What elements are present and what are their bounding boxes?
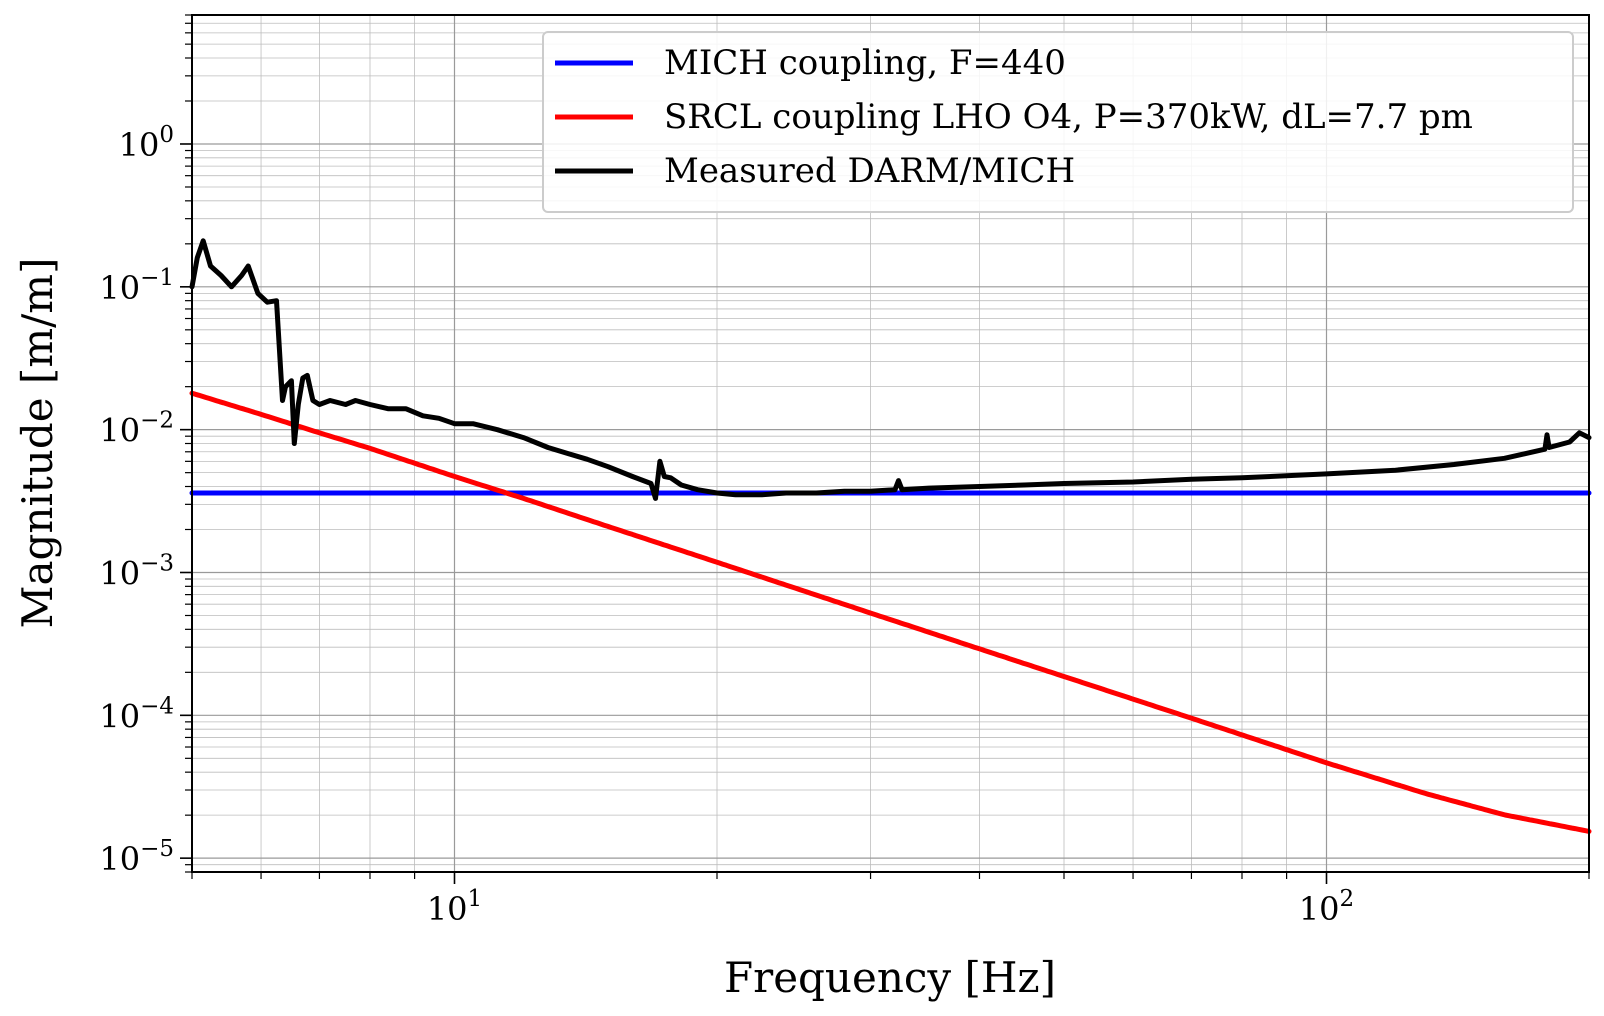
series-line-2 (189, 390, 1592, 834)
series-line-3 (189, 238, 1592, 501)
legend-label: Measured DARM/MICH (664, 151, 1075, 191)
x-tick-label: 102 (1299, 886, 1354, 928)
y-tick-label: 100 (119, 122, 174, 164)
legend: MICH coupling, F=440 SRCL coupling LHO O4… (542, 31, 1574, 213)
y-tick-label: 10−1 (99, 265, 174, 307)
legend-label: MICH coupling, F=440 (664, 43, 1066, 83)
x-axis-label: Frequency [Hz] (724, 953, 1056, 1002)
y-tick-label: 10−2 (99, 408, 174, 450)
y-axis-label: Magnitude [m/m] (13, 257, 62, 628)
y-tick-label: 10−4 (99, 693, 174, 735)
legend-label: SRCL coupling LHO O4, P=370kW, dL=7.7 pm (664, 97, 1473, 137)
x-tick-labels: 101 102 (427, 886, 1354, 928)
y-tick-label: 10−5 (99, 836, 174, 878)
legend-box (542, 31, 1574, 213)
y-tick-label: 10−3 (99, 550, 174, 592)
y-tick-labels: 100 10−1 10−2 10−3 10−4 10−5 (99, 122, 174, 878)
series-layer (189, 238, 1592, 834)
x-tick-label: 101 (427, 886, 482, 928)
axis-ticks (180, 14, 1590, 884)
